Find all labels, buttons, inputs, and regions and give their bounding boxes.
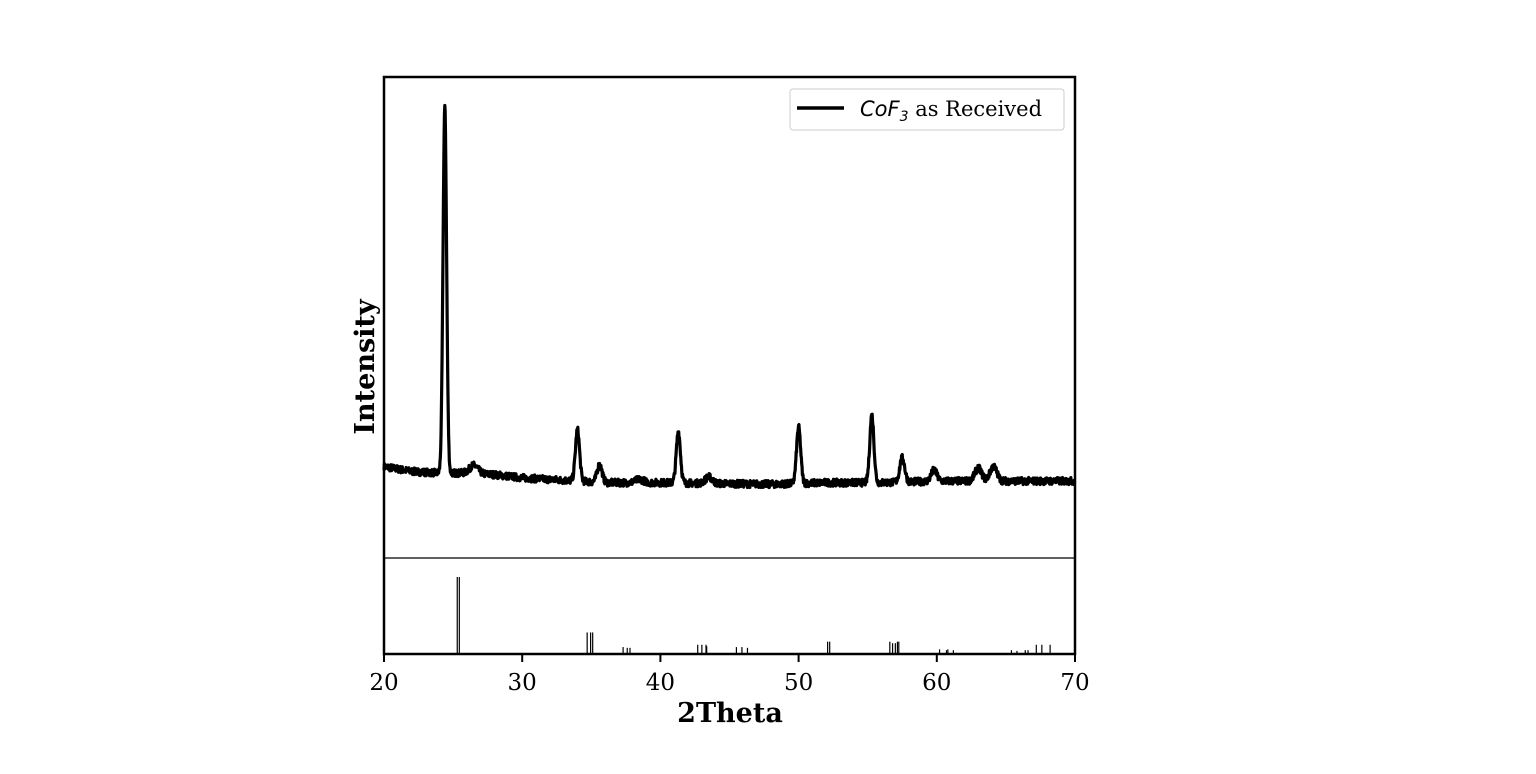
x-tick-label: 70 <box>1060 670 1089 696</box>
legend: CoF3 as Received <box>789 88 1065 131</box>
main-plot-panel <box>382 75 1077 656</box>
x-tick-label: 50 <box>784 670 813 696</box>
series-line-cof3 <box>382 103 1077 490</box>
reference-pattern <box>456 577 1051 654</box>
legend-box <box>789 88 1065 131</box>
x-axis-label: 2Theta <box>677 698 783 729</box>
x-tick-label: 20 <box>369 670 398 696</box>
x-tick-label: 60 <box>922 670 951 696</box>
x-tick-label: 30 <box>508 670 537 696</box>
x-tick-label: 40 <box>646 670 675 696</box>
plot-frame <box>382 75 1077 656</box>
legend-label-subscript: 3 <box>900 109 909 125</box>
legend-label-formula: CoF <box>860 97 901 121</box>
legend-label-text: as Received <box>909 97 1043 121</box>
legend-label: CoF3 as Received <box>860 97 1042 125</box>
x-axis-ticks: 20 30 40 50 60 70 <box>369 654 1090 696</box>
y-axis-label: Intensity <box>350 298 381 434</box>
